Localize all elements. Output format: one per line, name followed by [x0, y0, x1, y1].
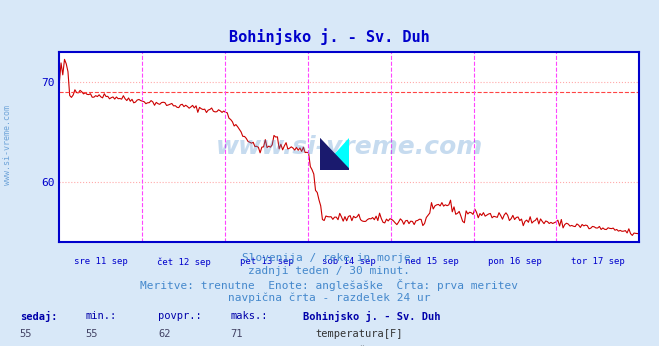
Text: temperatura[F]: temperatura[F]: [315, 329, 403, 339]
Text: tor 17 sep: tor 17 sep: [571, 257, 625, 266]
Polygon shape: [320, 138, 349, 170]
Text: www.si-vreme.com: www.si-vreme.com: [3, 105, 13, 185]
Text: sob 14 sep: sob 14 sep: [322, 257, 376, 266]
Text: sre 11 sep: sre 11 sep: [74, 257, 128, 266]
Text: maks.:: maks.:: [231, 311, 268, 321]
Text: pon 16 sep: pon 16 sep: [488, 257, 542, 266]
Text: ned 15 sep: ned 15 sep: [405, 257, 459, 266]
Text: povpr.:: povpr.:: [158, 311, 202, 321]
Text: Slovenija / reke in morje.: Slovenija / reke in morje.: [242, 253, 417, 263]
Polygon shape: [320, 138, 349, 170]
Text: 55: 55: [20, 329, 32, 339]
Text: 55: 55: [86, 329, 98, 339]
Text: zadnji teden / 30 minut.: zadnji teden / 30 minut.: [248, 266, 411, 276]
Text: čet 12 sep: čet 12 sep: [157, 257, 210, 267]
Text: sedaj:: sedaj:: [20, 311, 57, 322]
Text: pet 13 sep: pet 13 sep: [240, 257, 293, 266]
Text: Bohinjsko j. - Sv. Duh: Bohinjsko j. - Sv. Duh: [229, 28, 430, 45]
Text: Meritve: trenutne  Enote: anglešaške  Črta: prva meritev: Meritve: trenutne Enote: anglešaške Črta…: [140, 279, 519, 291]
Text: navpična črta - razdelek 24 ur: navpična črta - razdelek 24 ur: [228, 292, 431, 302]
Text: www.si-vreme.com: www.si-vreme.com: [215, 135, 483, 159]
Text: 62: 62: [158, 329, 171, 339]
Text: 71: 71: [231, 329, 243, 339]
Text: min.:: min.:: [86, 311, 117, 321]
Text: Bohinjsko j. - Sv. Duh: Bohinjsko j. - Sv. Duh: [303, 311, 441, 322]
